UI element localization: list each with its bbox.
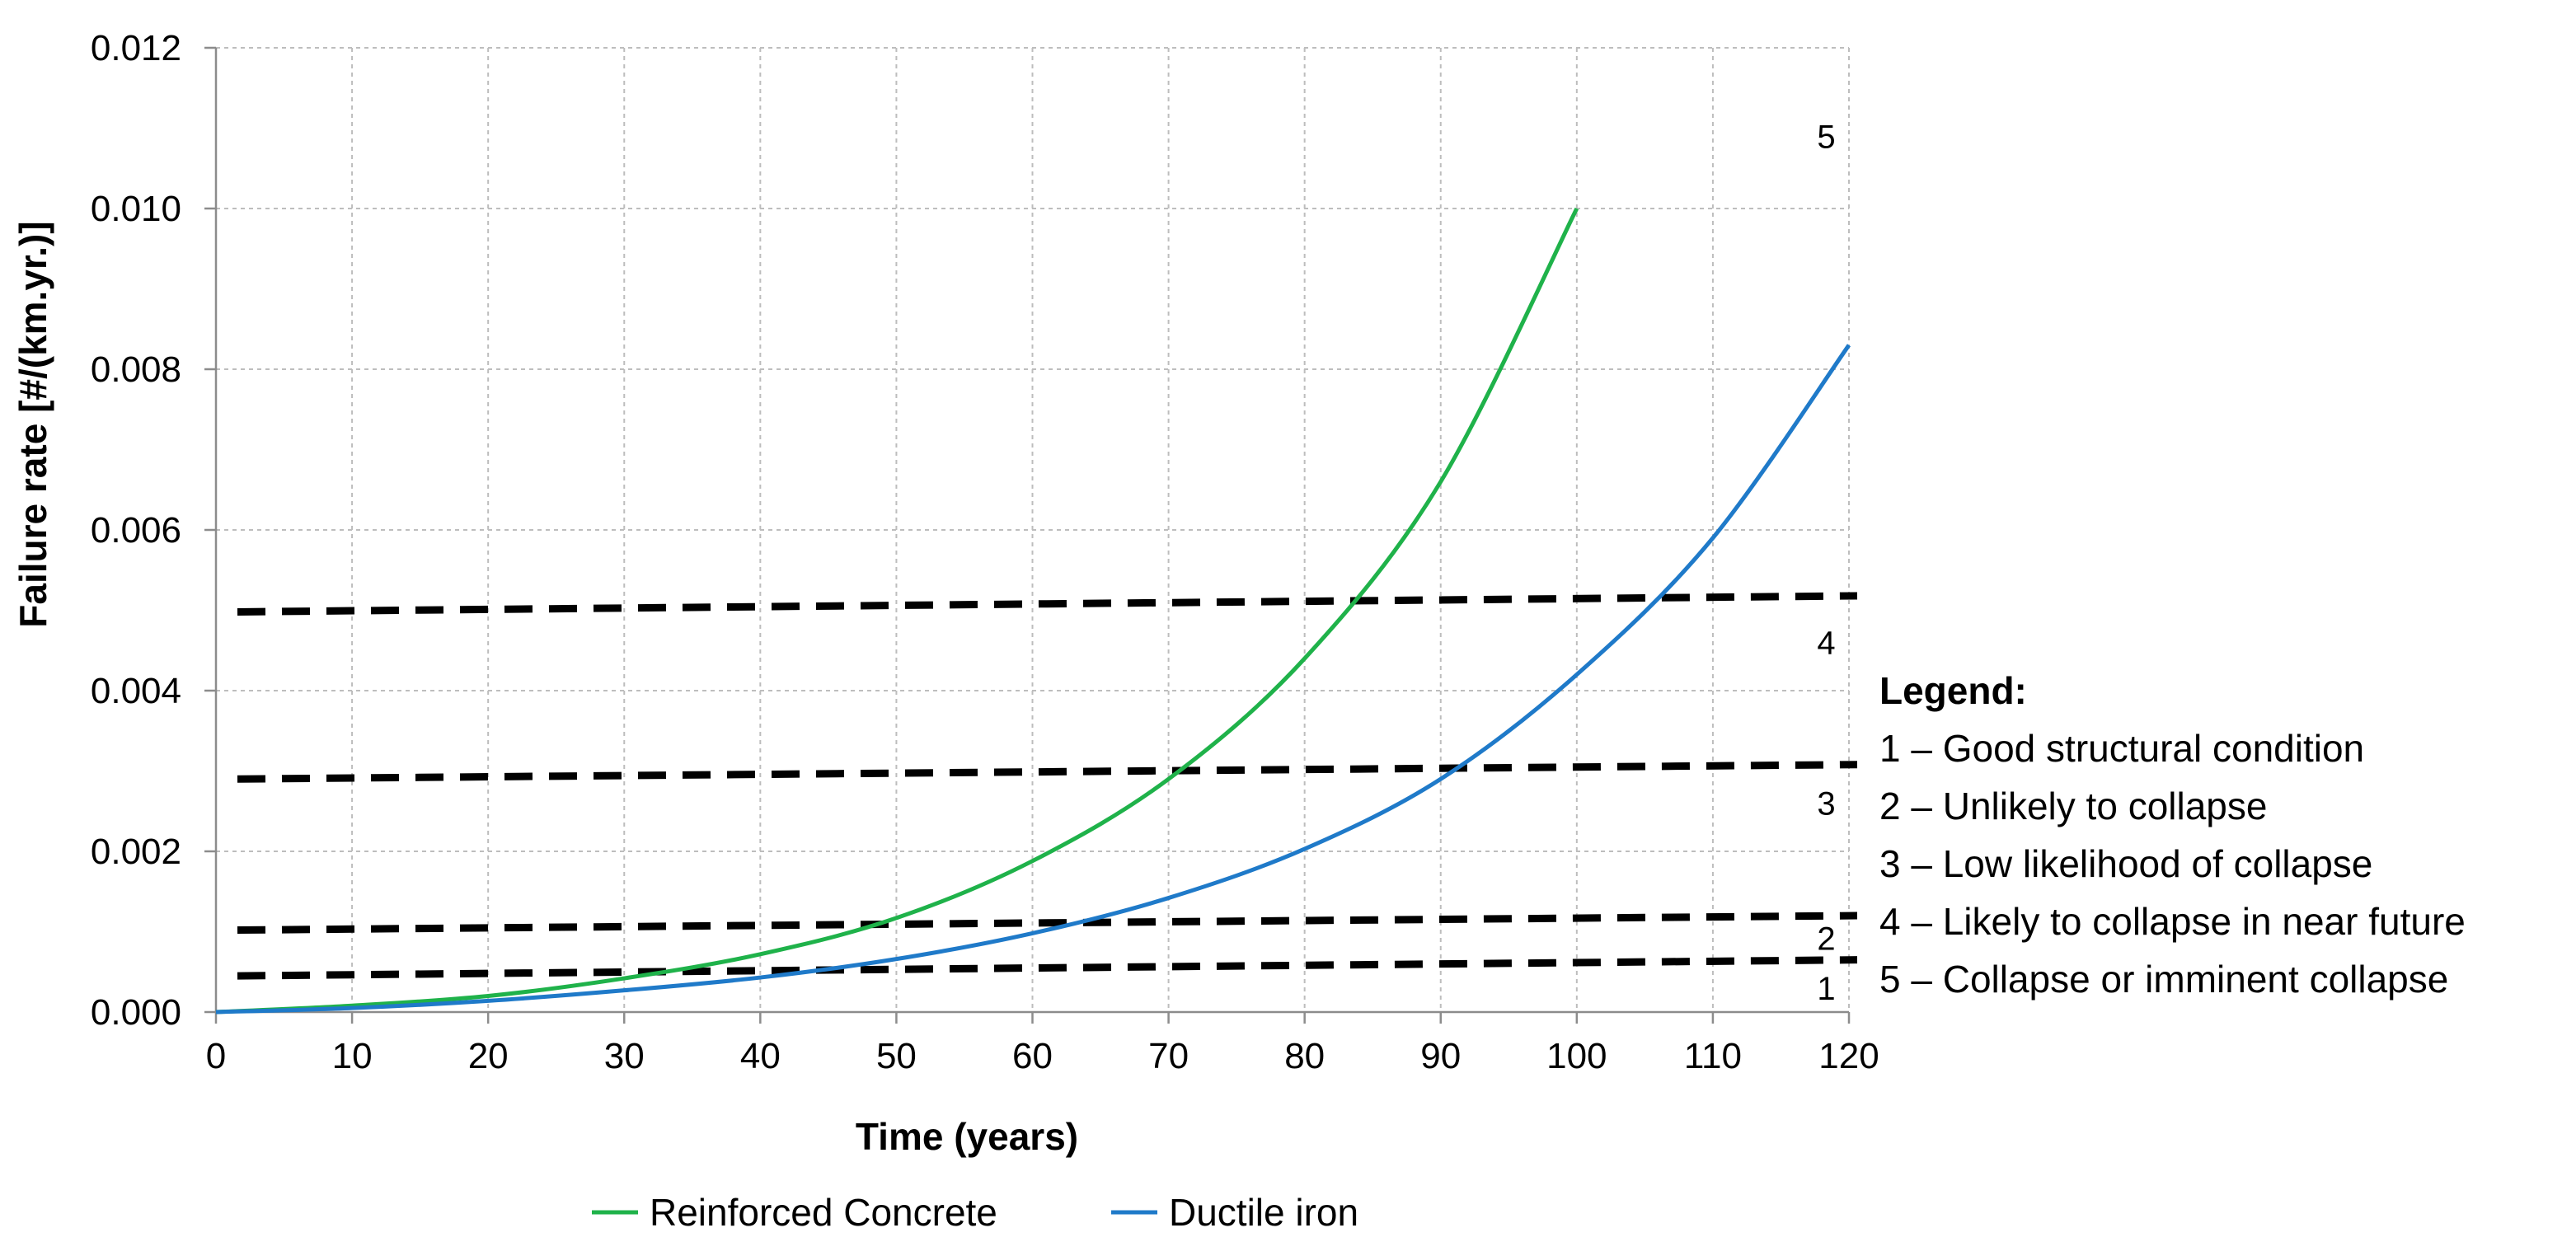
zone-label-3: 3	[1817, 786, 1835, 822]
x-tick-label: 70	[1148, 1036, 1189, 1076]
y-tick-label: 0.000	[91, 992, 181, 1033]
x-tick-label: 90	[1420, 1036, 1461, 1076]
threshold-3-4-line	[237, 761, 1858, 783]
label-layer: 1 2 3 4 5	[1817, 119, 1835, 1007]
reinforced-concrete-line	[215, 207, 1579, 1015]
condition-legend-item-3: 3 – Low likelihood of collapse	[1879, 842, 2372, 885]
condition-legend-item-2: 2 – Unlikely to collapse	[1879, 785, 2267, 827]
legend-label-1: Reinforced Concrete	[650, 1191, 997, 1234]
x-tick-label: 50	[876, 1036, 917, 1076]
x-tick-label: 60	[1012, 1036, 1053, 1076]
x-tick-label: 0	[206, 1036, 226, 1076]
x-tick-label: 110	[1684, 1036, 1742, 1076]
condition-legend: Legend: 1 – Good structural condition 2 – …	[1879, 669, 2466, 1001]
ductile-iron-line	[215, 344, 1851, 1015]
x-axis-title: Time (years)	[856, 1115, 1078, 1158]
threshold-1-2-line	[237, 956, 1858, 980]
x-tick-label: 10	[332, 1036, 373, 1076]
condition-legend-item-1: 1 – Good structural condition	[1879, 727, 2364, 770]
zone-label-1: 1	[1817, 971, 1835, 1007]
zone-label-2: 2	[1817, 921, 1835, 957]
y-tick-label: 0.012	[91, 28, 181, 68]
x-tick-label: 120	[1818, 1036, 1879, 1076]
y-tick-label: 0.006	[91, 510, 181, 551]
y-tick-label: 0.010	[91, 189, 181, 229]
threshold-4-5-line	[237, 592, 1858, 616]
grid-layer	[216, 47, 1850, 1012]
y-axis-title: Failure rate [#/(km.yr.)]	[12, 221, 54, 627]
y-tick-label: 0.002	[91, 832, 181, 872]
x-tick-label: 40	[740, 1036, 781, 1076]
x-tick-label: 30	[604, 1036, 645, 1076]
condition-legend-item-5: 5 – Collapse or imminent collapse	[1879, 958, 2448, 1001]
y-tick-label: 0.008	[91, 349, 181, 390]
x-tick-label: 100	[1546, 1036, 1607, 1076]
condition-legend-item-4: 4 – Likely to collapse in near future	[1879, 900, 2466, 943]
zone-label-5: 5	[1817, 119, 1835, 155]
series-layer	[215, 207, 1851, 1015]
series-legend: Reinforced Concrete Ductile iron	[592, 1191, 1358, 1234]
zone-label-4: 4	[1817, 626, 1835, 662]
axis-layer: 0 10 20 30 40 50 60 70 80 90 100 110 120 0.000 0.002 0.…	[91, 28, 1879, 1076]
condition-legend-title: Legend:	[1879, 669, 2027, 712]
threshold-2-3-line	[237, 912, 1858, 935]
threshold-layer	[237, 592, 1858, 980]
x-tick-label: 80	[1284, 1036, 1325, 1076]
x-tick-label: 20	[468, 1036, 509, 1076]
y-tick-label: 0.004	[91, 671, 181, 711]
legend-label-2: Ductile iron	[1169, 1191, 1358, 1234]
